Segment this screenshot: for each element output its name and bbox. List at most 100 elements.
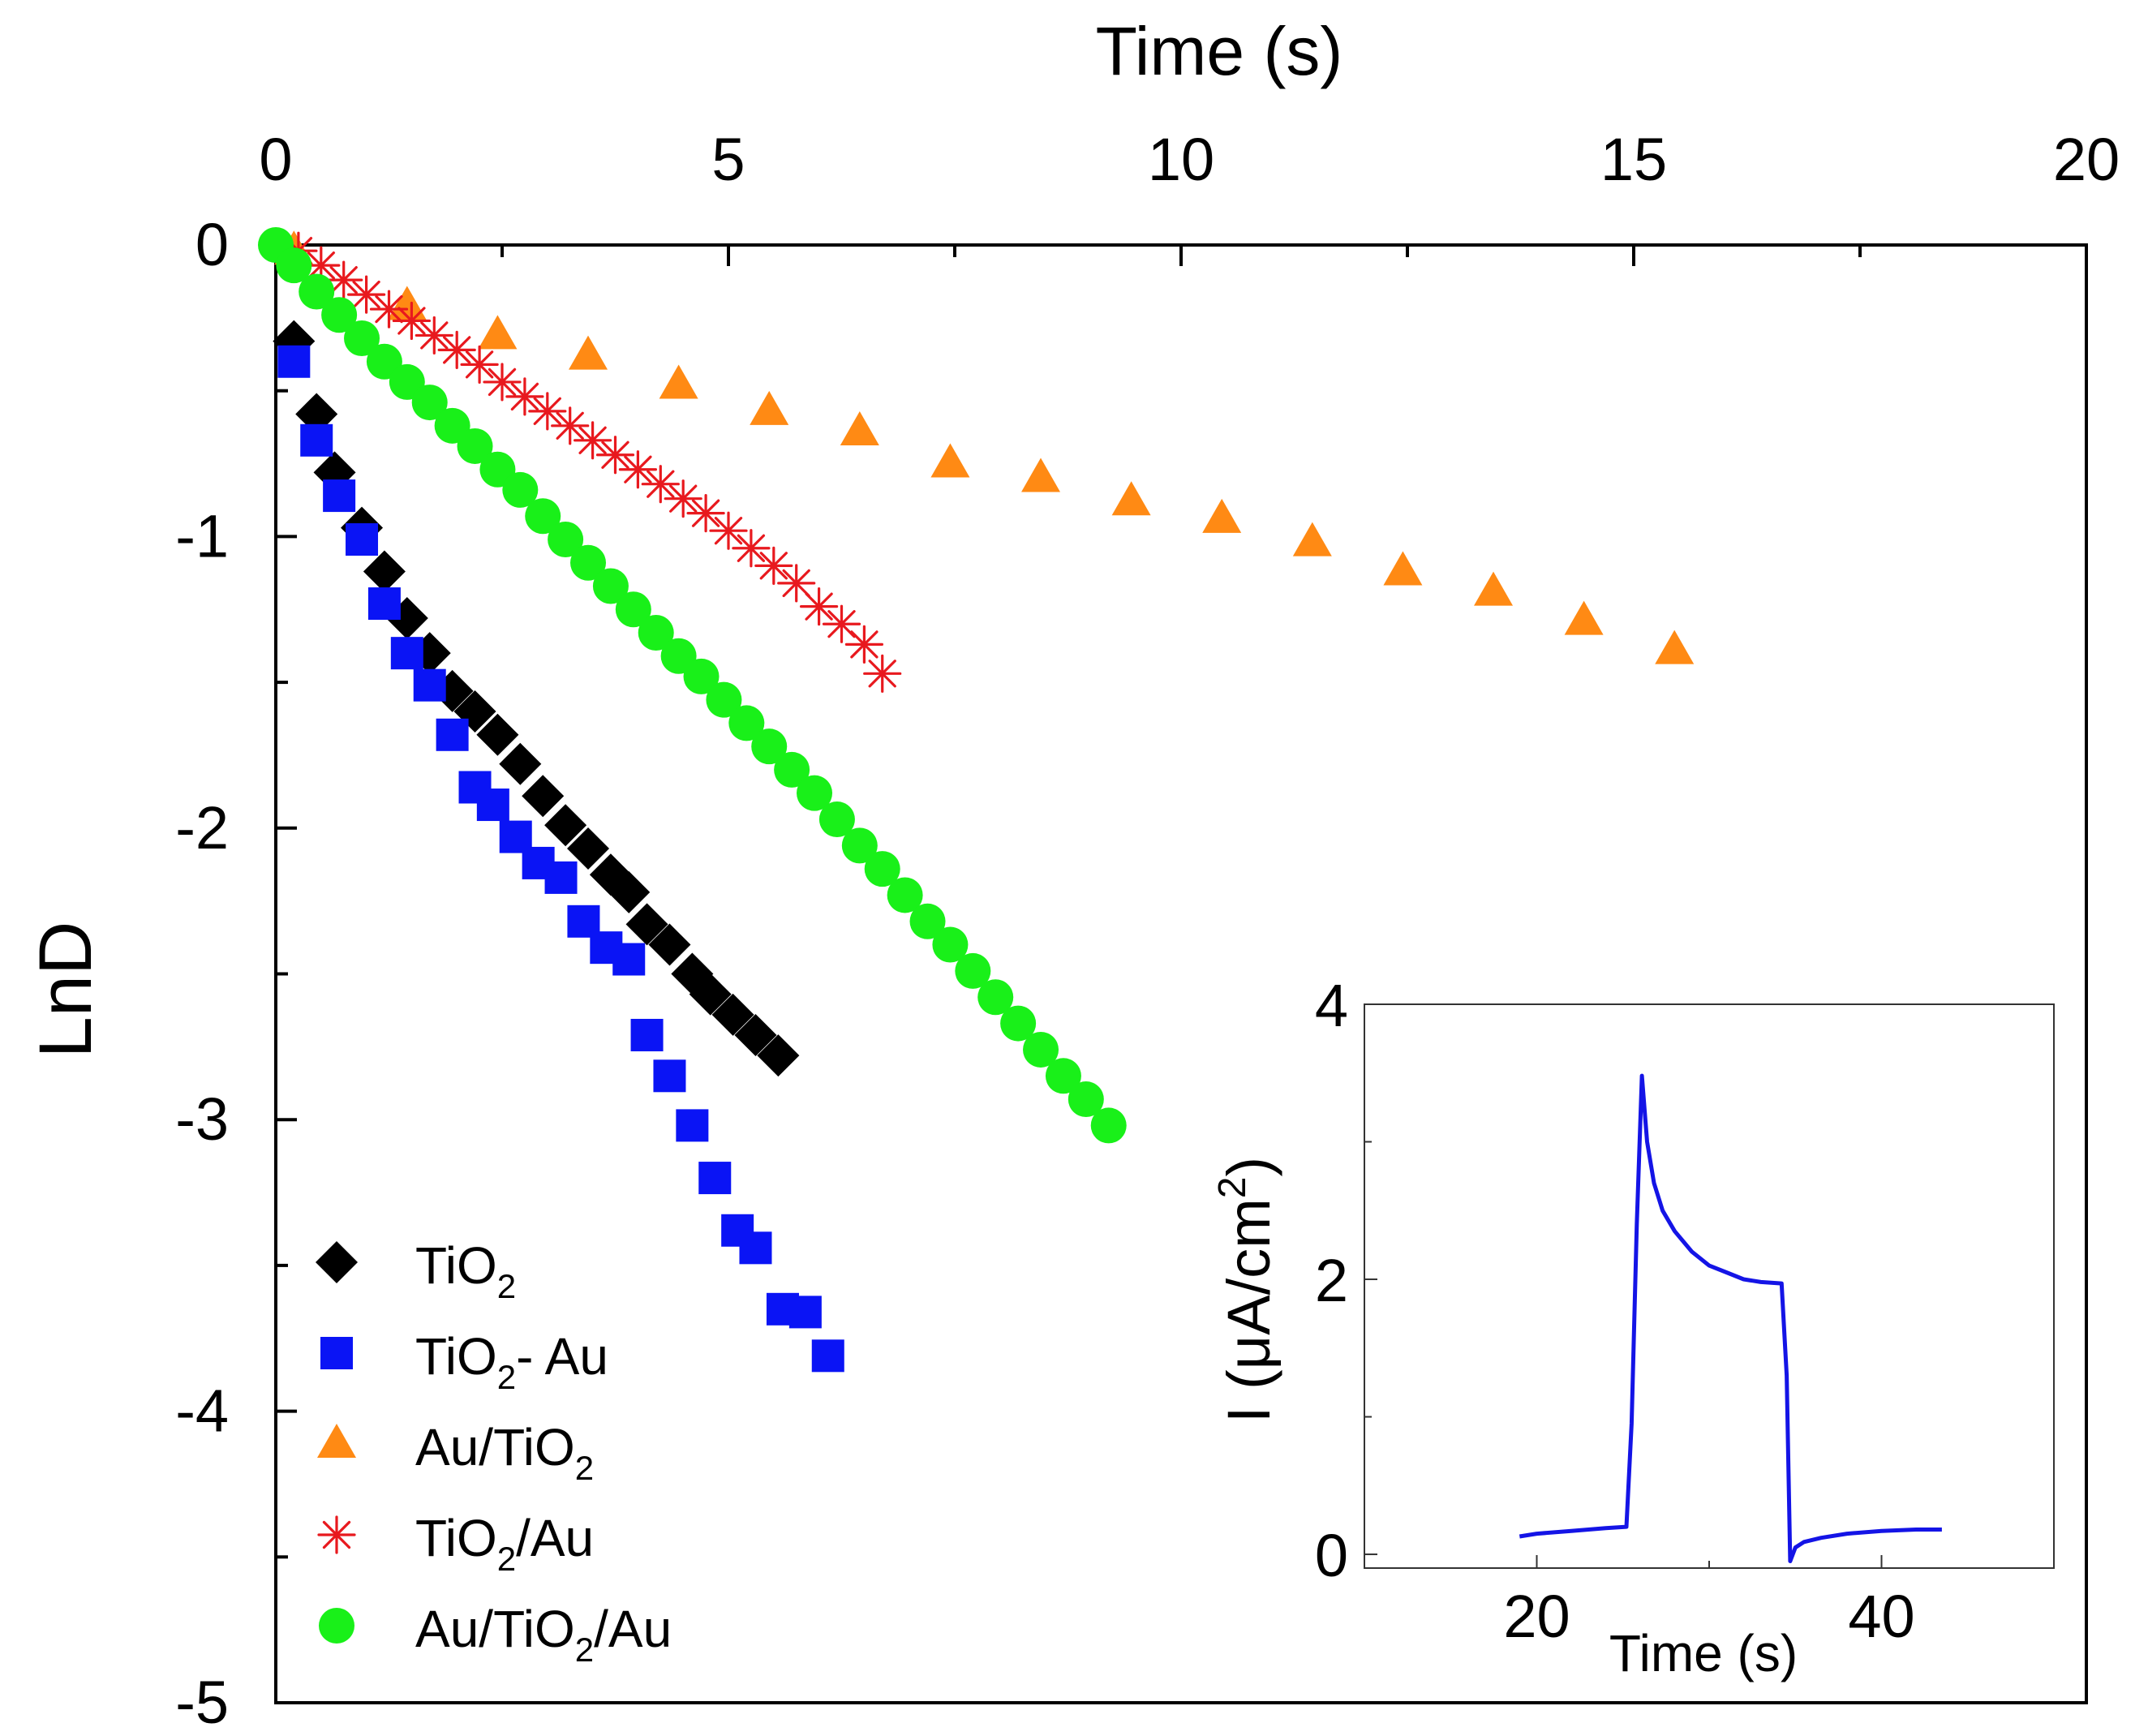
data-point — [774, 751, 810, 788]
data-point — [811, 1339, 844, 1373]
data-point — [1474, 571, 1514, 606]
data-point — [1000, 1005, 1037, 1042]
data-point — [608, 870, 651, 913]
legend-label-sub: 2 — [497, 1540, 516, 1578]
data-point — [479, 451, 516, 488]
data-point — [522, 775, 565, 818]
data-point — [977, 979, 1014, 1016]
inset-series-line-0 — [1519, 1073, 1942, 1563]
data-point — [295, 393, 338, 436]
data-point — [630, 1018, 664, 1051]
data-point — [750, 390, 789, 425]
data-point — [638, 615, 674, 651]
data-point — [676, 1109, 709, 1142]
main-ticks: 0 5 10 15 200-1-2-3-4-5 — [175, 126, 2120, 1736]
data-point — [1068, 1081, 1104, 1118]
data-point — [1202, 498, 1242, 533]
data-point — [840, 411, 879, 446]
main-plot-frame — [274, 243, 2088, 1704]
data-point — [734, 1013, 777, 1056]
data-point — [502, 471, 539, 508]
legend-label-sub: 2 — [575, 1449, 594, 1487]
data-point — [660, 638, 697, 674]
data-point — [689, 973, 732, 1016]
data-point — [664, 479, 702, 518]
legend-label-main: TiO — [415, 1236, 497, 1295]
legend-label: TiO2- Au — [415, 1327, 608, 1396]
y-tick-label: -3 — [175, 1085, 229, 1153]
data-point — [324, 260, 363, 299]
legend-label-sub: 2 — [497, 1267, 516, 1305]
y-tick-label: -4 — [175, 1377, 229, 1445]
y-tick-label: -2 — [175, 794, 229, 862]
inset-y-axis-title-end: ) — [1215, 1157, 1282, 1177]
data-point — [686, 494, 725, 533]
inset-y-tick-label: 0 — [1315, 1522, 1348, 1589]
inset-y-axis-title-main: I (μA/cm — [1215, 1198, 1282, 1423]
legend-marker — [320, 1337, 353, 1369]
data-point — [864, 851, 900, 887]
data-point — [618, 450, 658, 489]
legend-label-sub: 2 — [575, 1631, 594, 1669]
data-point — [276, 247, 312, 284]
data-point — [841, 827, 878, 864]
data-point — [641, 465, 680, 504]
series-4 — [258, 227, 1127, 1144]
legend-label: Au/TiO2 — [415, 1418, 594, 1487]
data-point — [1383, 551, 1423, 586]
data-point — [653, 1059, 686, 1093]
main-series — [258, 227, 1695, 1373]
data-point — [476, 789, 509, 822]
data-point — [457, 428, 493, 464]
data-point — [344, 320, 380, 357]
inset-x-tick-label: 40 — [1848, 1583, 1914, 1650]
series-1 — [277, 345, 844, 1373]
data-point — [390, 637, 423, 670]
data-point — [625, 903, 668, 946]
data-point — [408, 632, 451, 675]
data-point — [528, 392, 567, 431]
series-2 — [274, 230, 1695, 664]
inset-plot-frame — [1364, 1003, 2055, 1569]
data-point — [347, 275, 386, 314]
data-point — [932, 926, 969, 963]
data-point — [392, 301, 432, 341]
data-point — [567, 827, 610, 870]
data-point — [1023, 1031, 1059, 1068]
legend-label-main: TiO — [415, 1509, 497, 1567]
legend-label-rest: /Au — [516, 1509, 594, 1567]
data-point — [551, 406, 590, 445]
data-point — [569, 335, 608, 370]
legend-marker — [317, 1515, 356, 1554]
data-point — [346, 522, 379, 556]
data-point — [844, 625, 884, 664]
data-point — [544, 804, 587, 847]
data-point — [1045, 1058, 1081, 1094]
data-point — [955, 952, 991, 989]
legend-label: Au/TiO2/Au — [415, 1600, 672, 1669]
data-point — [367, 587, 401, 621]
x-tick-label: 20 — [2053, 126, 2120, 193]
y-tick-label: -5 — [175, 1669, 229, 1736]
data-point — [709, 511, 748, 550]
data-point — [434, 407, 470, 444]
inset-x-tick-label: 20 — [1503, 1583, 1570, 1650]
main-y-axis-title: LnD — [24, 922, 107, 1059]
data-point — [483, 363, 522, 402]
data-point — [1090, 1107, 1127, 1144]
data-point — [1021, 458, 1061, 492]
data-point — [683, 658, 720, 694]
data-point — [277, 345, 311, 378]
data-point — [1292, 522, 1332, 556]
data-point — [415, 316, 453, 355]
inset-y-tick-label: 2 — [1315, 1247, 1348, 1314]
legend-label-main: Au/TiO — [415, 1600, 575, 1658]
legend-marker — [317, 1424, 356, 1458]
y-tick-label: -1 — [175, 502, 229, 569]
legend-label-sub: 2 — [497, 1358, 516, 1396]
data-point — [739, 1231, 772, 1265]
data-point — [387, 286, 427, 320]
data-point — [732, 529, 771, 568]
